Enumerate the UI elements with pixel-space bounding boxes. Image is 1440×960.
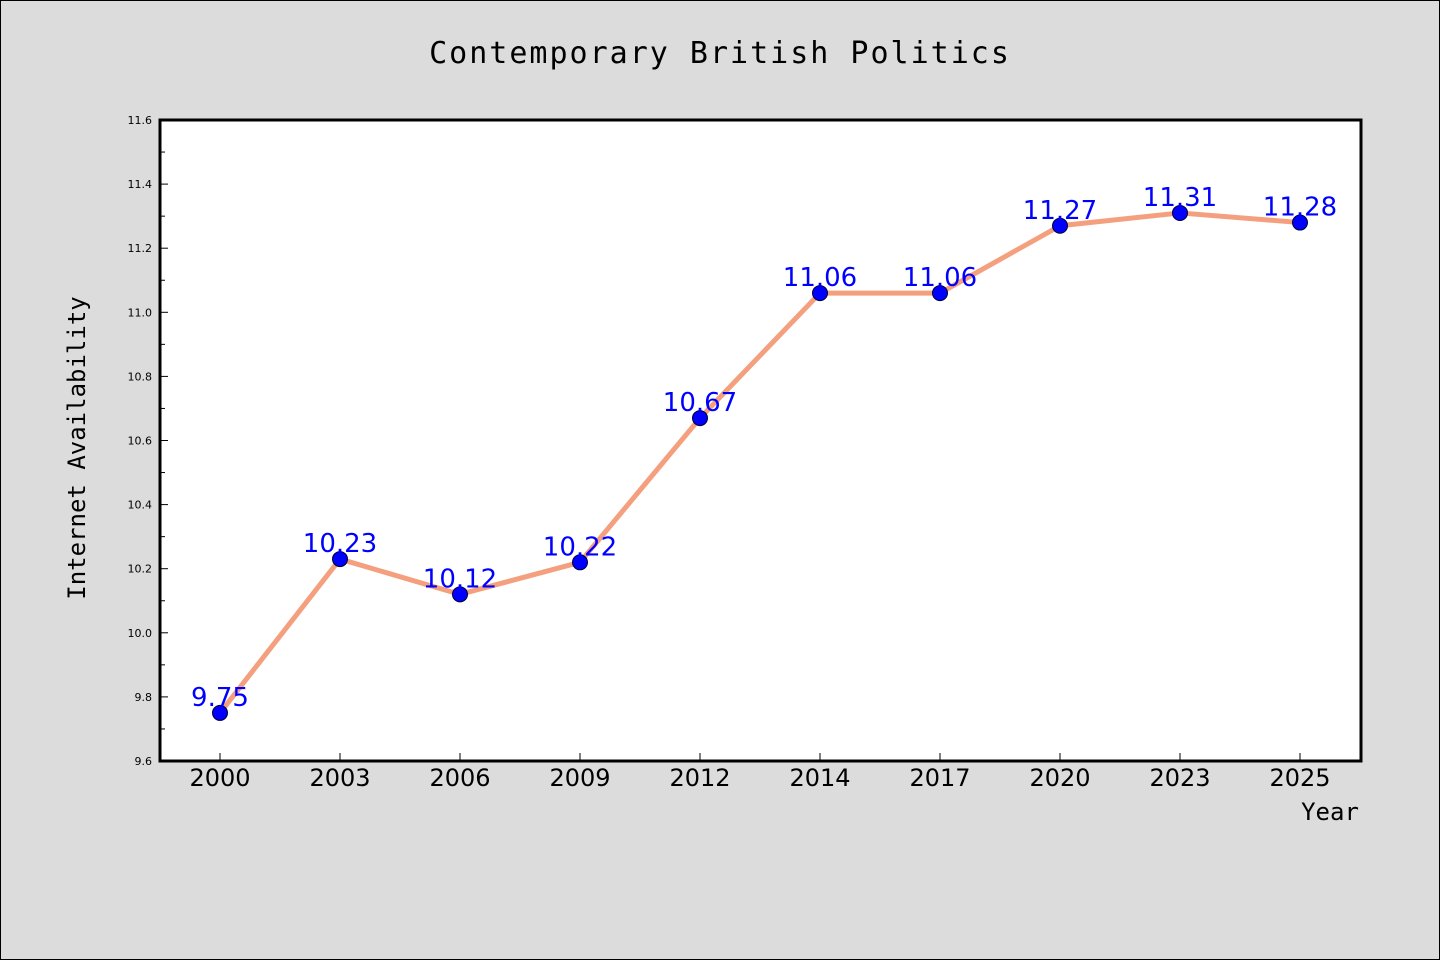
x-tick-label: 2020 [1029, 764, 1090, 792]
data-point [1172, 204, 1188, 221]
x-axis-label: Year [1301, 798, 1359, 826]
data-label: 11.28 [1263, 193, 1337, 223]
data-point [932, 285, 948, 302]
x-tick-label: 2014 [789, 764, 850, 792]
chart-title: Contemporary British Politics [429, 36, 1011, 71]
series-line [217, 210, 1303, 716]
x-tick-label: 2012 [669, 764, 730, 792]
series-line-path [217, 210, 1303, 716]
data-label: 10.67 [663, 388, 737, 418]
x-tick-label: 2003 [309, 764, 370, 792]
data-point [1292, 214, 1308, 231]
y-tick-label: 11.4 [128, 178, 153, 191]
x-tick-label: 2009 [549, 764, 610, 792]
y-tick-label: 9.8 [135, 691, 153, 704]
x-axis: 2000 2003 2006 2009 2012 2014 2017 2020 2023 2025 [189, 753, 1331, 792]
data-point [452, 586, 468, 603]
data-point [212, 704, 228, 721]
data-label: 11.06 [783, 263, 857, 293]
x-tick-label: 2000 [189, 764, 250, 792]
y-tick-label: 10.6 [128, 435, 153, 448]
y-axis-label: Internet Availability [63, 296, 91, 599]
y-tick-label: 10.0 [128, 627, 153, 640]
data-label: 10.23 [303, 529, 377, 559]
data-point [812, 285, 828, 302]
y-tick-label: 10.2 [128, 563, 153, 576]
series-markers [212, 204, 1308, 721]
data-point [572, 554, 588, 571]
y-tick-label: 10.4 [128, 499, 153, 512]
data-label: 11.27 [1023, 196, 1097, 226]
y-tick-label: 11.0 [128, 306, 153, 319]
data-point [332, 551, 348, 568]
y-axis: 9.6 9.8 10.0 10.2 10.4 10.6 10.8 11.0 11.2 11.4 11… [128, 114, 168, 768]
y-tick-label: 9.6 [135, 755, 153, 768]
plot-area [158, 118, 1363, 763]
y-tick-label: 11.2 [128, 242, 153, 255]
data-label: 11.06 [903, 263, 977, 293]
x-tick-label: 2006 [429, 764, 490, 792]
data-point [692, 410, 708, 427]
data-label: 10.22 [543, 532, 617, 562]
y-tick-label: 10.8 [128, 370, 153, 383]
x-tick-label: 2023 [1149, 764, 1210, 792]
x-tick-label: 2025 [1269, 764, 1330, 792]
data-label: 9.75 [191, 683, 249, 713]
data-point [1052, 217, 1068, 234]
data-label: 10.12 [423, 564, 497, 594]
data-labels: 9.75 10.23 10.12 10.22 10.67 11.06 11.06 11.27 1… [191, 183, 1337, 713]
x-tick-label: 2017 [909, 764, 970, 792]
y-tick-label: 11.6 [128, 114, 153, 127]
data-label: 11.31 [1143, 183, 1217, 213]
